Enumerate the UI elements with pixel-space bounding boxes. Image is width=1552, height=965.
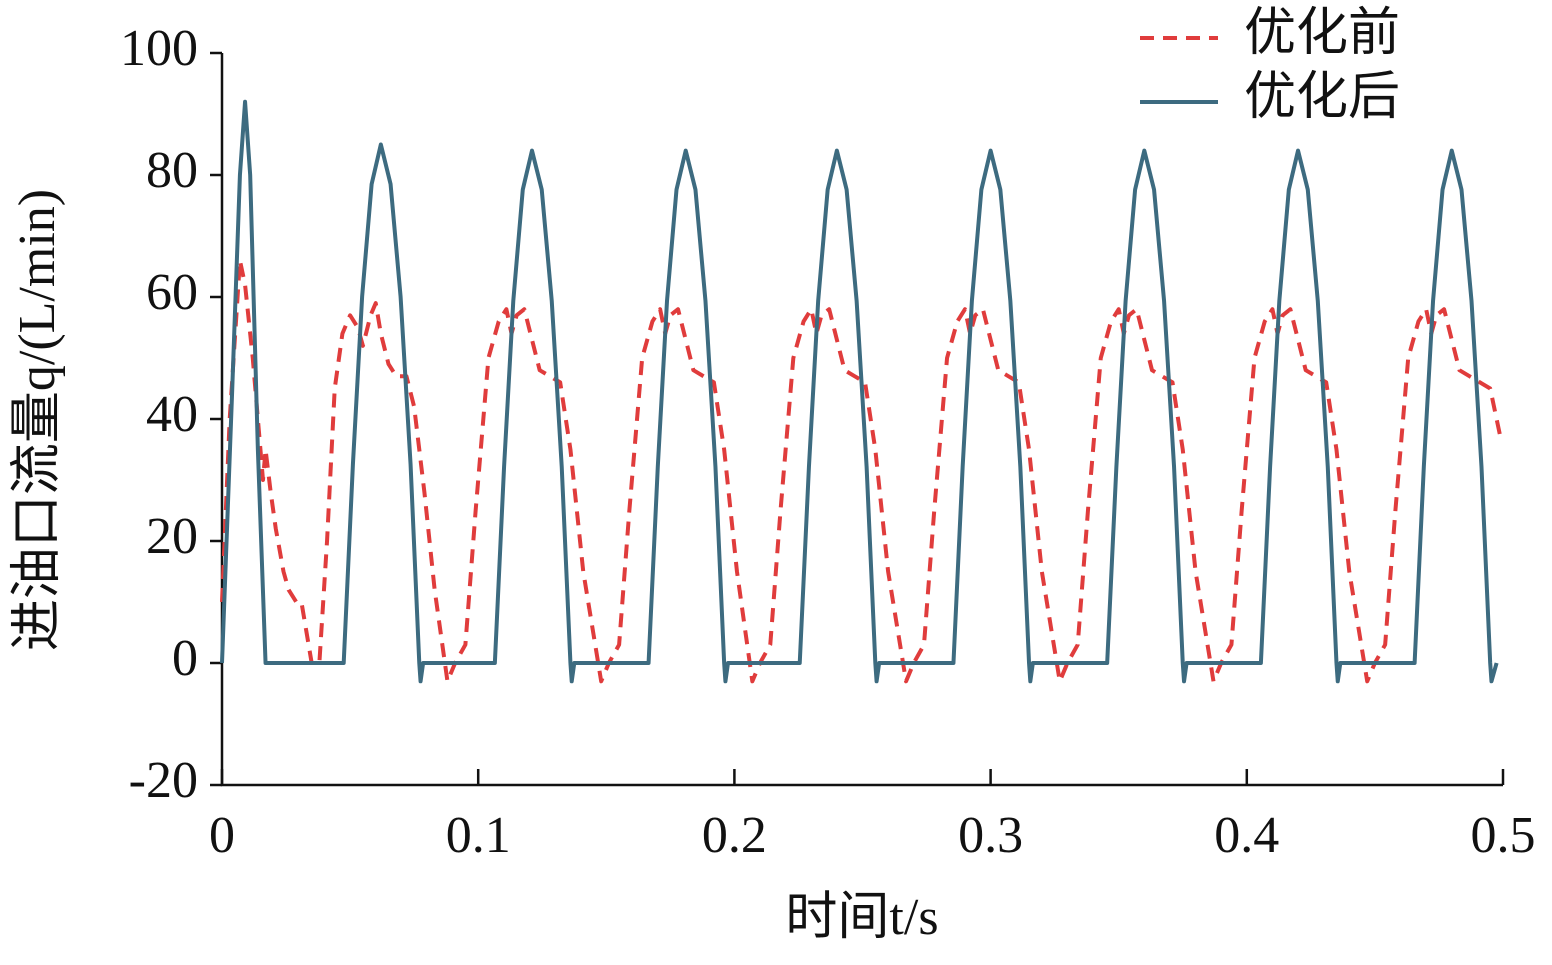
y-tick-label: 20 [146,508,198,565]
x-axis-label: 时间t/s [785,889,938,946]
x-tick-label: 0.5 [1471,807,1536,864]
x-tick-label: 0.4 [1214,807,1279,864]
y-tick-label: 80 [146,142,198,199]
y-tick-label: 100 [120,20,198,77]
y-tick-label: -20 [129,752,198,809]
series-line [220,99,1499,684]
y-tick-label: 40 [146,386,198,443]
x-tick-label: 0.1 [446,807,511,864]
legend-label: 优化前 [1244,5,1400,62]
y-tick-label: 60 [146,264,198,321]
x-tick-label: 0 [209,807,235,864]
y-tick-label: 0 [172,630,198,687]
x-tick-label: 0.3 [958,807,1023,864]
series-line [220,258,1503,684]
legend-label: 优化后 [1244,69,1400,126]
x-tick-label: 0.2 [702,807,767,864]
y-axis-label: 进油口流量q/(L/min) [9,189,66,651]
